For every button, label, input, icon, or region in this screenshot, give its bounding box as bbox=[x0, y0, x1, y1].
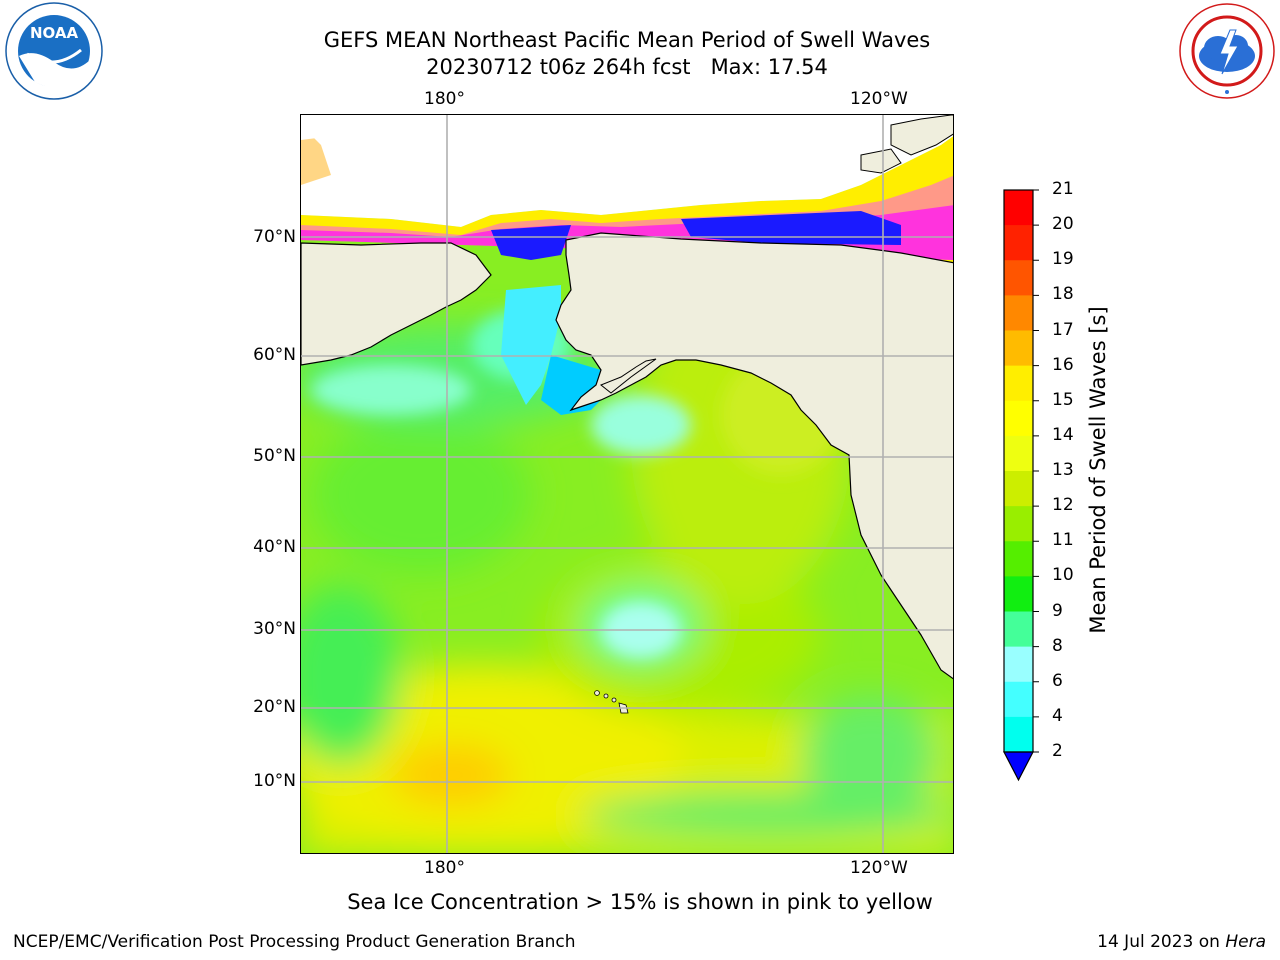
colorbar-extend-arrow bbox=[1003, 751, 1034, 782]
lon-label-bottom-120w: 120°W bbox=[850, 858, 908, 878]
lon-label-top-180: 180° bbox=[424, 89, 465, 109]
colorbar bbox=[1000, 187, 1060, 787]
map-panel bbox=[300, 114, 954, 854]
colorbar-segment bbox=[1004, 681, 1033, 718]
colorbar-segment bbox=[1004, 506, 1033, 542]
colorbar-tick-label: 16 bbox=[1052, 354, 1074, 375]
colorbar-segment bbox=[1004, 330, 1033, 367]
colorbar-tick-label: 21 bbox=[1052, 179, 1074, 199]
colorbar-tick-label: 2 bbox=[1052, 741, 1063, 761]
colorbar-tick-label: 8 bbox=[1052, 635, 1063, 656]
lat-label-40n: 40°N bbox=[253, 537, 296, 557]
lat-label-20n: 20°N bbox=[253, 697, 296, 717]
colorbar-tick-label: 9 bbox=[1052, 600, 1063, 621]
colorbar-segment bbox=[1004, 260, 1033, 296]
colorbar-segment bbox=[1004, 225, 1033, 261]
generation-date: 14 Jul 2023 on Hera bbox=[1097, 932, 1266, 952]
colorbar-tick-label: 20 bbox=[1052, 214, 1074, 235]
colorbar-segment bbox=[1004, 435, 1033, 472]
colorbar-segment bbox=[1004, 190, 1033, 226]
wave-period-field bbox=[301, 115, 953, 853]
colorbar-segment bbox=[1004, 400, 1033, 437]
colorbar-tick-label: 13 bbox=[1052, 460, 1074, 480]
colorbar-tick-label: 19 bbox=[1052, 249, 1074, 270]
colorbar-tick-label: 11 bbox=[1052, 530, 1074, 551]
map-title: GEFS MEAN Northeast Pacific Mean Period … bbox=[323, 28, 931, 52]
colorbar-title: Mean Period of Swell Waves [s] bbox=[1086, 306, 1110, 634]
colorbar-tick-label: 15 bbox=[1052, 389, 1074, 410]
lat-label-50n: 50°N bbox=[253, 446, 296, 466]
producer-credit: NCEP/EMC/Verification Post Processing Pr… bbox=[13, 932, 576, 952]
colorbar-tick-label: 6 bbox=[1052, 670, 1063, 691]
lat-label-10n: 10°N bbox=[253, 771, 296, 791]
date-text: 14 Jul 2023 on bbox=[1097, 932, 1220, 952]
colorbar-tick-label: 14 bbox=[1052, 424, 1074, 445]
nws-logo bbox=[1178, 2, 1276, 104]
colorbar-segment bbox=[1004, 365, 1033, 402]
lat-label-70n: 70°N bbox=[253, 227, 296, 247]
colorbar-tick-label: 4 bbox=[1052, 705, 1063, 726]
colorbar-segment bbox=[1004, 576, 1033, 612]
colorbar-segment bbox=[1004, 611, 1033, 648]
colorbar-segment bbox=[1004, 716, 1033, 753]
machine-name: Hera bbox=[1225, 932, 1266, 952]
colorbar-tick-label: 18 bbox=[1052, 284, 1074, 305]
noaa-logo: NOAA bbox=[5, 2, 103, 104]
svg-text:NOAA: NOAA bbox=[30, 24, 79, 42]
colorbar-tick-label: 12 bbox=[1052, 495, 1074, 516]
lat-label-60n: 60°N bbox=[253, 345, 296, 365]
colorbar-segment bbox=[1004, 541, 1033, 577]
colorbar-segment bbox=[1004, 471, 1033, 507]
map-subtitle: 20230712 t06z 264h fcst Max: 17.54 bbox=[426, 55, 828, 79]
lat-label-30n: 30°N bbox=[253, 619, 296, 639]
lon-label-top-120w: 120°W bbox=[850, 89, 908, 109]
lon-label-bottom-180: 180° bbox=[424, 858, 465, 878]
colorbar-segment bbox=[1004, 646, 1033, 683]
colorbar-segment bbox=[1004, 295, 1033, 331]
colorbar-tick-label: 17 bbox=[1052, 319, 1074, 340]
colorbar-tick-label: 10 bbox=[1052, 565, 1074, 586]
sea-ice-note: Sea Ice Concentration > 15% is shown in … bbox=[347, 890, 933, 914]
